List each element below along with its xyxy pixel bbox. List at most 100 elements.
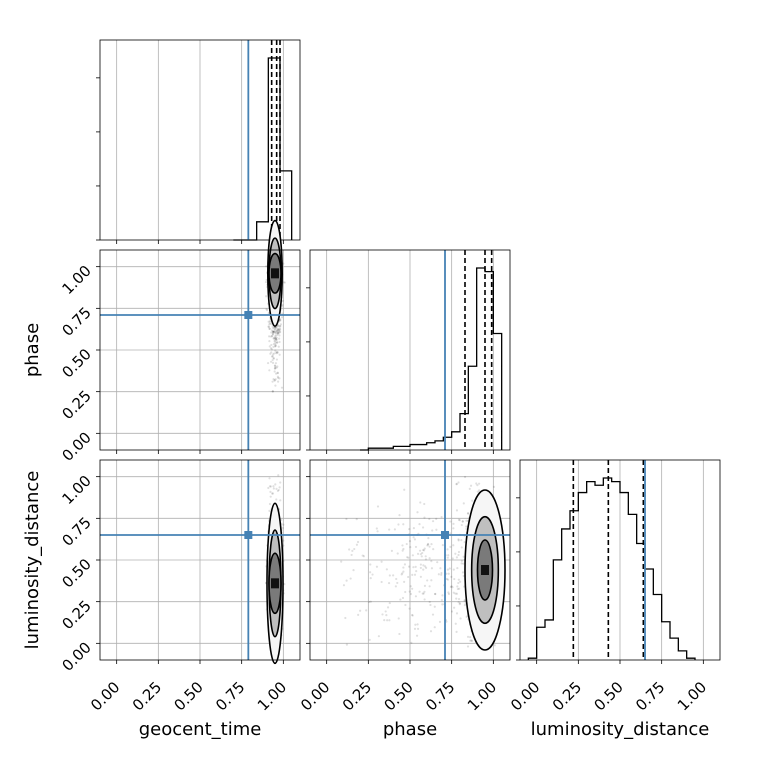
sample-point: [276, 375, 279, 378]
y-tick-label: 0.00: [58, 638, 94, 674]
sample-point: [453, 577, 456, 581]
hist-bar: [578, 493, 586, 660]
sample-point: [268, 335, 271, 338]
sample-point: [441, 603, 444, 606]
sample-point: [412, 566, 415, 569]
sample-point: [381, 613, 384, 616]
sample-point: [278, 328, 282, 331]
x-axis-label-geocent_time: geocent_time: [139, 719, 262, 740]
hist-bar: [410, 445, 418, 450]
axes-frame: [519, 459, 721, 661]
sample-point: [452, 591, 455, 594]
sample-point: [456, 587, 459, 591]
sample-point: [423, 516, 426, 519]
sample-point: [272, 377, 275, 381]
sample-point: [345, 517, 348, 521]
sample-point: [457, 481, 460, 484]
sample-point: [455, 509, 459, 512]
sample-point: [273, 340, 276, 343]
sample-point: [463, 599, 466, 602]
sample-point: [278, 353, 281, 356]
sample-point: [457, 553, 460, 557]
sample-point: [277, 376, 280, 379]
sample-point: [463, 598, 466, 602]
hist-bar: [537, 627, 545, 660]
sample-point: [434, 592, 437, 596]
y-tick-label: 0.50: [58, 555, 94, 591]
sample-point: [403, 580, 406, 584]
sample-point: [377, 635, 380, 638]
sample-point: [273, 339, 276, 342]
sample-point: [371, 573, 374, 576]
sample-point: [384, 610, 387, 613]
sample-point: [345, 579, 348, 582]
sample-point: [268, 369, 271, 372]
sample-point: [449, 545, 452, 548]
sample-point: [461, 571, 465, 574]
sample-point: [407, 556, 410, 559]
sample-point: [401, 572, 404, 575]
sample-point: [447, 554, 450, 557]
sample-point: [276, 341, 279, 344]
sample-point: [368, 638, 371, 641]
sample-point: [369, 600, 372, 603]
sample-point: [390, 549, 393, 552]
sample-point: [348, 548, 351, 551]
sample-point: [269, 322, 273, 325]
sample-point: [469, 636, 472, 639]
sample-point: [275, 336, 278, 339]
hist-panel-geocent_time: [96, 39, 301, 244]
sample-point: [457, 550, 461, 554]
sample-point: [272, 327, 276, 330]
sample-point: [271, 330, 275, 333]
sample-point: [412, 536, 415, 539]
sample-point: [275, 358, 279, 361]
sample-point: [416, 627, 420, 630]
sample-point: [380, 580, 383, 584]
sample-point: [421, 551, 424, 555]
sample-point: [402, 566, 405, 569]
sample-point: [272, 485, 275, 488]
sample-point: [268, 477, 271, 480]
sample-point: [277, 324, 280, 327]
sample-point: [457, 578, 460, 581]
sample-point: [274, 337, 278, 340]
sample-point: [456, 566, 459, 570]
sample-point: [456, 585, 459, 588]
sample-point: [276, 351, 279, 355]
sample-point: [455, 482, 458, 486]
sample-point: [272, 487, 275, 490]
sample-point: [268, 322, 271, 325]
sample-point: [462, 574, 465, 578]
sample-point: [375, 565, 379, 568]
sample-point: [470, 639, 474, 643]
sample-point: [440, 571, 443, 575]
sample-point: [267, 325, 271, 329]
sample-point: [469, 484, 473, 487]
sample-point: [277, 474, 280, 477]
axes-frame: [99, 459, 301, 661]
sample-point: [278, 328, 281, 331]
sample-point: [386, 619, 389, 622]
x-tick-label: 0.50: [590, 678, 626, 714]
hist-bar: [477, 268, 485, 450]
sample-point: [271, 332, 275, 336]
sample-point: [439, 567, 442, 570]
sample-point: [398, 632, 401, 636]
sample-point: [276, 371, 279, 375]
sample-point: [270, 351, 273, 354]
sample-point: [276, 351, 279, 354]
sample-point: [422, 564, 425, 567]
sample-point: [385, 568, 388, 571]
sample-point: [466, 512, 470, 515]
x-tick-label: 0.75: [422, 678, 458, 714]
x-tick-label: 0.25: [339, 678, 375, 714]
sample-point: [440, 573, 443, 576]
sample-point: [345, 643, 349, 646]
sample-point: [435, 517, 438, 520]
sample-point: [460, 539, 463, 542]
sample-point: [454, 622, 457, 625]
sample-point: [404, 603, 407, 607]
sample-point: [270, 331, 273, 334]
sample-point: [274, 337, 277, 340]
